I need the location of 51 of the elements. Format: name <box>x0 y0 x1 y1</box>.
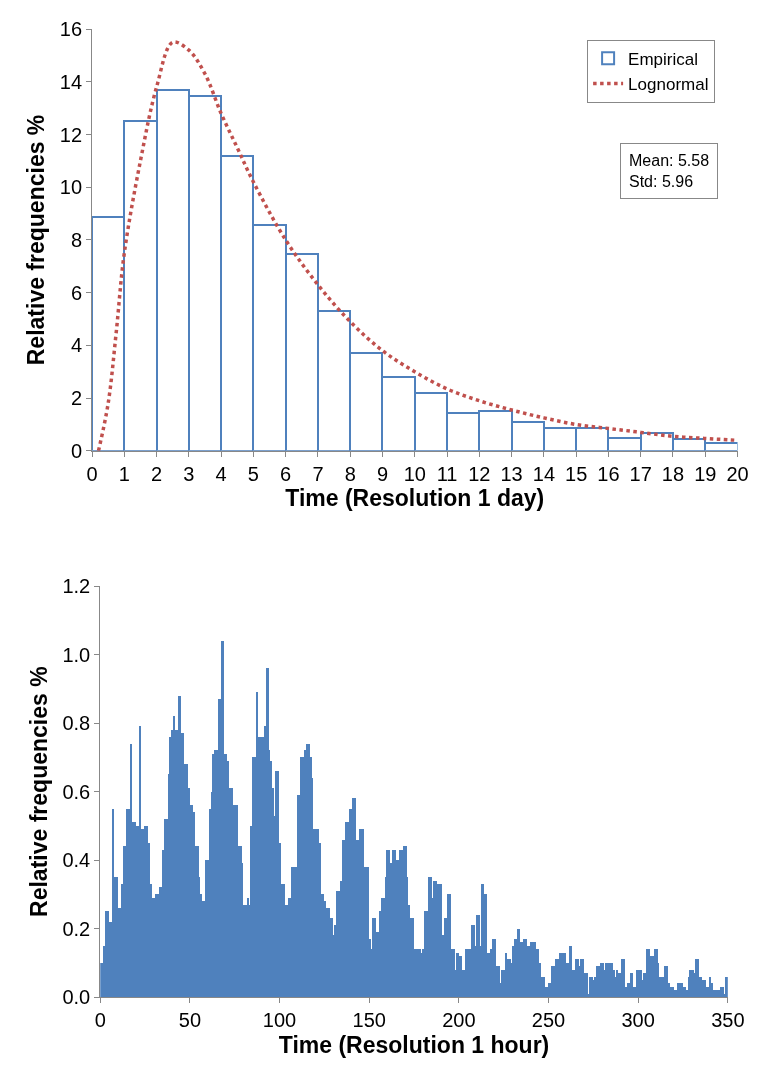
y-tick-label: 2 <box>70 387 83 410</box>
y-tick-label: 16 <box>59 18 83 41</box>
x-tick-label: 14 <box>532 462 556 485</box>
x-axis-title: Time (Resolution 1 day) <box>285 485 545 512</box>
x-tick-label: 3 <box>183 462 195 485</box>
x-tick-label: 5 <box>247 462 259 485</box>
x-tick-label: 200 <box>442 1009 476 1032</box>
x-tick-label: 0 <box>94 1009 106 1032</box>
x-tick-label: 12 <box>468 462 491 485</box>
x-tick-label: 6 <box>280 462 292 485</box>
x-tick-label: 17 <box>629 462 652 485</box>
y-tick-label: 0.6 <box>62 780 91 803</box>
y-axis-title: Relative frequencies % <box>25 666 52 917</box>
y-tick-label: 0.0 <box>62 986 91 1009</box>
x-axis-title: Time (Resolution 1 hour) <box>278 1031 550 1058</box>
x-tick-label: 150 <box>352 1009 386 1032</box>
x-tick-label: 300 <box>621 1009 655 1032</box>
x-tick-label: 18 <box>661 462 685 485</box>
x-tick-label: 19 <box>694 462 717 485</box>
x-tick-label: 7 <box>312 462 324 485</box>
x-tick-label: 11 <box>436 462 458 485</box>
x-tick-label: 20 <box>726 462 749 485</box>
y-tick-label: 0 <box>70 439 83 462</box>
x-tick-label: 2 <box>151 462 163 485</box>
x-tick-label: 13 <box>500 462 523 485</box>
y-tick-label: 8 <box>70 228 83 251</box>
x-tick-label: 9 <box>376 462 389 485</box>
y-tick-label: 14 <box>59 70 83 93</box>
annotation: Mean: 5.58 Std: 5.96 <box>629 152 710 190</box>
x-tick-label: 4 <box>215 462 227 485</box>
y-tick-label: 0.8 <box>62 712 91 735</box>
x-tick-label: 100 <box>262 1009 297 1032</box>
x-tick-label: 1 <box>118 462 130 485</box>
x-tick-label: 10 <box>403 462 426 485</box>
y-tick-label: 4 <box>70 334 83 357</box>
legend-label: Lognormal <box>628 75 709 95</box>
y-tick-label: 0.2 <box>62 917 91 940</box>
y-tick-label: 6 <box>70 281 83 304</box>
y-tick-label: 1.2 <box>62 575 91 598</box>
y-tick-label: 10 <box>59 176 83 199</box>
y-axis-title: Relative frequencies % <box>23 114 50 366</box>
x-tick-label: 15 <box>565 462 588 485</box>
x-tick-label: 50 <box>178 1009 202 1032</box>
x-tick-label: 8 <box>344 462 356 485</box>
y-tick-label: 0.4 <box>62 849 91 872</box>
y-tick-label: 1.0 <box>62 643 91 666</box>
legend-label: Empirical <box>628 49 699 69</box>
x-tick-label: 16 <box>597 462 620 485</box>
x-tick-label: 250 <box>531 1009 566 1032</box>
y-tick-label: 12 <box>59 123 83 146</box>
x-tick-label: 350 <box>711 1009 745 1032</box>
